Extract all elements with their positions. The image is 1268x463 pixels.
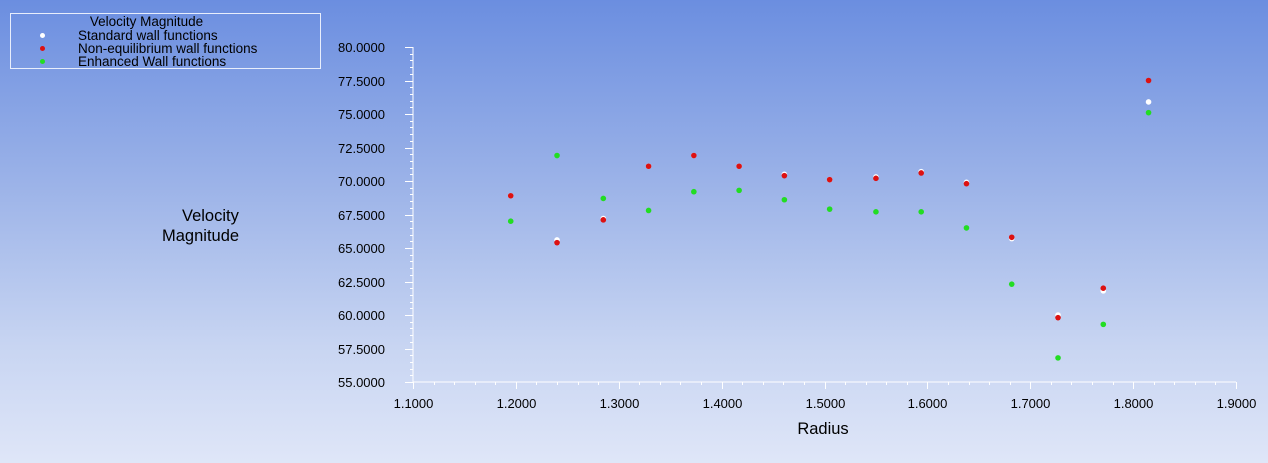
x-tick-label: 1.9000 bbox=[1217, 396, 1257, 411]
point-non-equilibrium bbox=[554, 239, 560, 246]
x-tick-label: 1.5000 bbox=[806, 396, 846, 411]
point-non-equilibrium bbox=[645, 163, 652, 170]
point-enhanced bbox=[781, 196, 788, 203]
y-tick-label: 67.5000 bbox=[338, 208, 385, 223]
point-enhanced bbox=[691, 188, 697, 195]
point-enhanced bbox=[1145, 109, 1152, 116]
point-enhanced bbox=[645, 207, 652, 214]
point-enhanced bbox=[1100, 321, 1107, 328]
legend: Velocity Magnitude Standard wall functio… bbox=[10, 13, 321, 69]
point-enhanced bbox=[600, 195, 607, 202]
point-enhanced bbox=[736, 187, 742, 194]
point-enhanced bbox=[826, 206, 833, 212]
y-tick-label: 60.0000 bbox=[338, 308, 385, 323]
point-enhanced bbox=[1055, 355, 1061, 361]
point-enhanced bbox=[918, 209, 925, 215]
y-tick-label: 62.5000 bbox=[338, 275, 385, 290]
point-non-equilibrium bbox=[873, 175, 879, 182]
x-tick-label: 1.6000 bbox=[908, 396, 948, 411]
point-enhanced bbox=[1008, 281, 1015, 287]
point-standard bbox=[1145, 99, 1152, 105]
point-non-equilibrium bbox=[781, 172, 788, 179]
point-non-equilibrium bbox=[736, 163, 742, 170]
point-non-equilibrium bbox=[918, 170, 925, 176]
y-axis-label-line1: Velocity bbox=[182, 207, 239, 225]
x-tick-label: 1.7000 bbox=[1011, 396, 1051, 411]
point-non-equilibrium bbox=[1055, 314, 1061, 321]
legend-label-non-equilibrium: Non-equilibrium wall functions bbox=[78, 41, 258, 56]
point-enhanced bbox=[873, 209, 879, 215]
point-non-equilibrium bbox=[826, 176, 833, 183]
y-tick-label: 57.5000 bbox=[338, 342, 385, 357]
point-enhanced bbox=[554, 152, 560, 159]
y-tick-label: 77.5000 bbox=[338, 74, 385, 89]
point-non-equilibrium bbox=[1008, 234, 1015, 241]
legend-label-enhanced: Enhanced Wall functions bbox=[78, 54, 227, 69]
x-tick-label: 1.1000 bbox=[394, 396, 434, 411]
point-non-equilibrium bbox=[1145, 77, 1152, 84]
y-tick-label: 72.5000 bbox=[338, 141, 385, 156]
point-non-equilibrium bbox=[963, 180, 970, 187]
y-axis-label: Velocity Magnitude bbox=[150, 206, 280, 246]
legend-marker-non-equilibrium bbox=[40, 46, 45, 51]
legend-marker-enhanced bbox=[40, 59, 45, 64]
x-tick-label: 1.4000 bbox=[703, 396, 743, 411]
point-enhanced bbox=[507, 218, 514, 224]
x-tick-label: 1.2000 bbox=[497, 396, 537, 411]
legend-title: Velocity Magnitude bbox=[89, 14, 204, 29]
legend-marker-standard bbox=[40, 33, 45, 38]
y-tick-label: 70.0000 bbox=[338, 174, 385, 189]
point-non-equilibrium bbox=[600, 217, 607, 223]
point-non-equilibrium bbox=[507, 192, 514, 199]
point-non-equilibrium bbox=[691, 152, 697, 159]
y-axis-label-line2: Magnitude bbox=[162, 227, 240, 245]
legend-label-standard: Standard wall functions bbox=[78, 28, 218, 43]
y-tick-label: 80.0000 bbox=[338, 40, 385, 55]
y-tick-label: 65.0000 bbox=[338, 241, 385, 256]
y-tick-label: 75.0000 bbox=[338, 107, 385, 122]
x-tick-label: 1.8000 bbox=[1114, 396, 1154, 411]
point-non-equilibrium bbox=[1100, 285, 1107, 292]
x-axis-label: Radius bbox=[797, 420, 849, 438]
point-enhanced bbox=[963, 225, 970, 231]
x-tick-label: 1.3000 bbox=[600, 396, 640, 411]
y-tick-label: 55.0000 bbox=[338, 375, 385, 390]
